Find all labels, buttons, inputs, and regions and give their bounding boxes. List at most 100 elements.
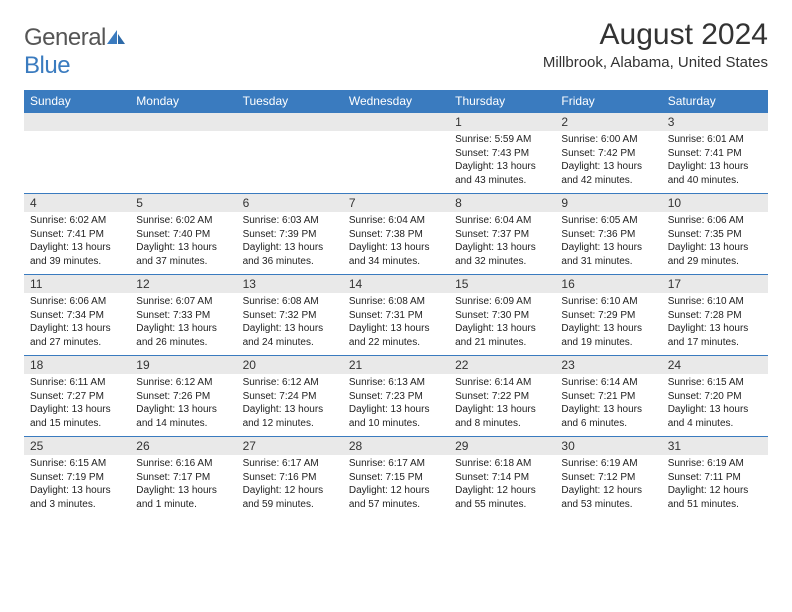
day-number: 18 — [24, 356, 130, 375]
day-number: 15 — [449, 275, 555, 294]
day-detail: Sunrise: 6:01 AMSunset: 7:41 PMDaylight:… — [662, 131, 768, 194]
day-number: 29 — [449, 437, 555, 456]
day-number: 9 — [555, 194, 661, 213]
day-detail: Sunrise: 6:04 AMSunset: 7:38 PMDaylight:… — [343, 212, 449, 275]
sunset-line: Sunset: 7:41 PM — [30, 228, 124, 242]
daylight-line: and 32 minutes. — [455, 255, 549, 269]
brand-word1: General — [24, 24, 106, 51]
weekday-header: Wednesday — [343, 90, 449, 113]
sunset-line: Sunset: 7:34 PM — [30, 309, 124, 323]
week-detail-row: Sunrise: 6:06 AMSunset: 7:34 PMDaylight:… — [24, 293, 768, 356]
day-number: 16 — [555, 275, 661, 294]
day-number: 1 — [449, 113, 555, 132]
daylight-line: and 40 minutes. — [668, 174, 762, 188]
daylight-line: Daylight: 13 hours — [349, 241, 443, 255]
sunrise-line: Sunrise: 5:59 AM — [455, 133, 549, 147]
day-number: 31 — [662, 437, 768, 456]
day-detail: Sunrise: 6:02 AMSunset: 7:41 PMDaylight:… — [24, 212, 130, 275]
sunset-line: Sunset: 7:31 PM — [349, 309, 443, 323]
calendar-table: Sunday Monday Tuesday Wednesday Thursday… — [24, 90, 768, 517]
daylight-line: Daylight: 13 hours — [561, 322, 655, 336]
daylight-line: and 42 minutes. — [561, 174, 655, 188]
day-detail: Sunrise: 6:19 AMSunset: 7:12 PMDaylight:… — [555, 455, 661, 517]
sunset-line: Sunset: 7:26 PM — [136, 390, 230, 404]
daylight-line: and 12 minutes. — [243, 417, 337, 431]
day-detail: Sunrise: 6:05 AMSunset: 7:36 PMDaylight:… — [555, 212, 661, 275]
day-detail: Sunrise: 6:08 AMSunset: 7:32 PMDaylight:… — [237, 293, 343, 356]
day-number: 25 — [24, 437, 130, 456]
sunset-line: Sunset: 7:29 PM — [561, 309, 655, 323]
week-daynum-row: 18192021222324 — [24, 356, 768, 375]
sunrise-line: Sunrise: 6:04 AM — [455, 214, 549, 228]
sunset-line: Sunset: 7:42 PM — [561, 147, 655, 161]
day-detail: Sunrise: 6:06 AMSunset: 7:34 PMDaylight:… — [24, 293, 130, 356]
daylight-line: and 51 minutes. — [668, 498, 762, 512]
week-daynum-row: 123 — [24, 113, 768, 132]
sunrise-line: Sunrise: 6:05 AM — [561, 214, 655, 228]
sunset-line: Sunset: 7:35 PM — [668, 228, 762, 242]
sunset-line: Sunset: 7:36 PM — [561, 228, 655, 242]
daylight-line: Daylight: 13 hours — [136, 322, 230, 336]
daylight-line: and 37 minutes. — [136, 255, 230, 269]
daylight-line: Daylight: 13 hours — [668, 403, 762, 417]
sunset-line: Sunset: 7:23 PM — [349, 390, 443, 404]
day-number: 11 — [24, 275, 130, 294]
sunrise-line: Sunrise: 6:15 AM — [668, 376, 762, 390]
sunrise-line: Sunrise: 6:02 AM — [30, 214, 124, 228]
daylight-line: Daylight: 13 hours — [455, 241, 549, 255]
day-number: 21 — [343, 356, 449, 375]
daylight-line: and 53 minutes. — [561, 498, 655, 512]
day-number: 22 — [449, 356, 555, 375]
brand-logo: General Blue — [24, 24, 126, 80]
daylight-line: and 17 minutes. — [668, 336, 762, 350]
day-number: 26 — [130, 437, 236, 456]
day-number: 24 — [662, 356, 768, 375]
daylight-line: Daylight: 13 hours — [668, 160, 762, 174]
day-detail: Sunrise: 6:10 AMSunset: 7:29 PMDaylight:… — [555, 293, 661, 356]
daylight-line: and 19 minutes. — [561, 336, 655, 350]
sunset-line: Sunset: 7:28 PM — [668, 309, 762, 323]
header: General Blue August 2024 Millbrook, Alab… — [24, 18, 768, 80]
day-detail: Sunrise: 6:14 AMSunset: 7:22 PMDaylight:… — [449, 374, 555, 437]
daylight-line: Daylight: 12 hours — [455, 484, 549, 498]
sunrise-line: Sunrise: 6:12 AM — [136, 376, 230, 390]
day-number: 8 — [449, 194, 555, 213]
day-detail: Sunrise: 6:03 AMSunset: 7:39 PMDaylight:… — [237, 212, 343, 275]
day-number: 2 — [555, 113, 661, 132]
sunset-line: Sunset: 7:22 PM — [455, 390, 549, 404]
day-detail: Sunrise: 6:00 AMSunset: 7:42 PMDaylight:… — [555, 131, 661, 194]
sail-icon — [106, 29, 126, 45]
day-detail: Sunrise: 6:13 AMSunset: 7:23 PMDaylight:… — [343, 374, 449, 437]
sunset-line: Sunset: 7:32 PM — [243, 309, 337, 323]
daylight-line: and 4 minutes. — [668, 417, 762, 431]
sunset-line: Sunset: 7:40 PM — [136, 228, 230, 242]
day-number: 7 — [343, 194, 449, 213]
day-detail: Sunrise: 6:06 AMSunset: 7:35 PMDaylight:… — [662, 212, 768, 275]
daylight-line: and 34 minutes. — [349, 255, 443, 269]
sunrise-line: Sunrise: 6:09 AM — [455, 295, 549, 309]
day-number: 12 — [130, 275, 236, 294]
sunset-line: Sunset: 7:30 PM — [455, 309, 549, 323]
day-detail: Sunrise: 6:12 AMSunset: 7:26 PMDaylight:… — [130, 374, 236, 437]
day-number: 30 — [555, 437, 661, 456]
daylight-line: and 57 minutes. — [349, 498, 443, 512]
brand-word2: Blue — [24, 52, 70, 79]
daylight-line: Daylight: 13 hours — [30, 403, 124, 417]
weekday-header: Saturday — [662, 90, 768, 113]
week-daynum-row: 25262728293031 — [24, 437, 768, 456]
sunrise-line: Sunrise: 6:04 AM — [349, 214, 443, 228]
daylight-line: Daylight: 13 hours — [243, 322, 337, 336]
daylight-line: Daylight: 12 hours — [668, 484, 762, 498]
brand-text: General Blue — [24, 24, 126, 80]
sunrise-line: Sunrise: 6:01 AM — [668, 133, 762, 147]
daylight-line: Daylight: 13 hours — [136, 241, 230, 255]
day-detail: Sunrise: 5:59 AMSunset: 7:43 PMDaylight:… — [449, 131, 555, 194]
week-detail-row: Sunrise: 5:59 AMSunset: 7:43 PMDaylight:… — [24, 131, 768, 194]
sunrise-line: Sunrise: 6:08 AM — [243, 295, 337, 309]
sunrise-line: Sunrise: 6:13 AM — [349, 376, 443, 390]
sunrise-line: Sunrise: 6:03 AM — [243, 214, 337, 228]
day-detail: Sunrise: 6:15 AMSunset: 7:19 PMDaylight:… — [24, 455, 130, 517]
weekday-header: Monday — [130, 90, 236, 113]
day-detail: Sunrise: 6:18 AMSunset: 7:14 PMDaylight:… — [449, 455, 555, 517]
empty-detail — [237, 131, 343, 194]
